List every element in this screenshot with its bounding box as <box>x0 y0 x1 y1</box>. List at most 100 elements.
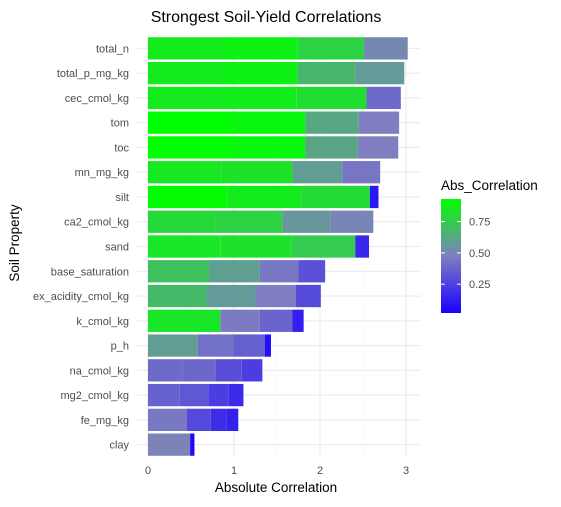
bar-segment <box>305 136 358 159</box>
bar-segment <box>210 408 227 431</box>
bar-segment <box>282 210 331 233</box>
y-tick-label: clay <box>109 440 129 452</box>
bar-segment <box>227 185 302 209</box>
chart-title: Strongest Soil-Yield Correlations <box>151 9 382 26</box>
bar-segment <box>148 235 221 258</box>
bar-segment <box>292 161 343 184</box>
bar-segment <box>221 86 297 110</box>
legend-ticks: 0.25 0.50 0.75 <box>441 217 490 291</box>
y-tick-label: fe_mg_kg <box>81 415 129 427</box>
bar-segment <box>264 334 271 357</box>
bar-segment <box>292 309 304 332</box>
bar-segment <box>227 111 306 134</box>
legend-tick-label: 0.75 <box>469 217 490 229</box>
bar-segment <box>355 235 370 258</box>
bars <box>148 37 408 456</box>
bar-segment <box>296 86 367 110</box>
bar-segment <box>305 111 359 134</box>
bar-segment <box>148 309 221 332</box>
y-tick-label: p_h <box>111 341 129 353</box>
y-tick-label: tom <box>111 118 129 130</box>
legend-title: Abs_Correlation <box>441 178 538 193</box>
bar-segment <box>179 383 209 407</box>
bar-segment <box>220 309 260 332</box>
y-tick-label: ca2_cmol_kg <box>64 217 129 229</box>
legend-colorbar <box>441 199 461 313</box>
bar-segment <box>227 136 306 159</box>
bar-segment <box>186 408 211 431</box>
y-tick-label: total_p_mg_kg <box>57 68 129 80</box>
bar-segment <box>148 185 228 209</box>
bar-segment <box>301 185 370 209</box>
y-axis-title: Soil Property <box>7 204 22 282</box>
bar-segment <box>295 284 321 308</box>
bar-segment <box>148 161 222 184</box>
bar-segment <box>148 37 222 60</box>
y-tick-label: total_n <box>96 43 129 55</box>
bar-segment <box>148 284 207 308</box>
bar-segment <box>342 161 381 184</box>
bar-segment <box>182 359 216 382</box>
y-tick-label: toc <box>114 142 129 154</box>
legend-tick-label: 0.25 <box>469 279 490 291</box>
x-tick-label: 3 <box>403 465 409 477</box>
bar-segment <box>297 62 356 85</box>
legend-tick-label: 0.50 <box>469 248 490 260</box>
bar-segment <box>148 433 191 456</box>
bar-segment <box>148 86 222 110</box>
bar-segment <box>366 86 401 110</box>
y-tick-label: sand <box>105 242 129 254</box>
bar-segment <box>241 359 263 382</box>
y-tick-label: silt <box>116 192 129 204</box>
x-tick-label: 1 <box>231 465 237 477</box>
bar-segment <box>148 408 187 431</box>
y-tick-label: ex_acidity_cmol_kg <box>33 291 129 303</box>
bar-segment <box>259 309 293 332</box>
bar-segment <box>209 260 260 283</box>
y-tick-label: na_cmol_kg <box>70 365 129 377</box>
bar-segment <box>197 334 234 357</box>
bar-segment <box>297 37 364 60</box>
bar-segment <box>234 334 265 357</box>
bar-segment <box>148 62 222 85</box>
bar-segment <box>215 359 242 382</box>
bar-segment <box>369 185 379 209</box>
bar-segment <box>298 260 326 283</box>
bar-segment <box>330 210 374 233</box>
bar-segment <box>255 284 296 308</box>
bar-segment <box>148 359 183 382</box>
bar-segment <box>221 37 298 60</box>
bar-segment <box>259 260 299 283</box>
bar-segment <box>148 334 198 357</box>
bar-segment <box>215 210 283 233</box>
bar-segment <box>148 111 228 134</box>
bar-segment <box>208 383 229 407</box>
bar-segment <box>228 383 244 407</box>
bar-segment <box>291 235 356 258</box>
bar-segment <box>221 161 293 184</box>
bar-segment <box>221 62 298 85</box>
bar-segment <box>355 62 405 85</box>
bar-segment <box>363 37 408 60</box>
bar-segment <box>148 383 180 407</box>
y-tick-label: base_saturation <box>51 266 129 278</box>
y-tick-label: cec_cmol_kg <box>65 93 129 105</box>
x-axis-title: Absolute Correlation <box>215 480 337 495</box>
bar-segment <box>226 408 239 431</box>
x-tick-label: 0 <box>145 465 151 477</box>
bar-segment <box>190 433 195 456</box>
bar-segment <box>206 284 256 308</box>
bar-segment <box>148 136 228 159</box>
bar-segment <box>220 235 292 258</box>
bar-segment <box>148 260 210 283</box>
bar-segment <box>148 210 216 233</box>
y-tick-label: mg2_cmol_kg <box>61 390 129 402</box>
bar-segment <box>357 136 399 159</box>
x-tick-label: 2 <box>317 465 323 477</box>
y-tick-label: mn_mg_kg <box>75 167 129 179</box>
y-tick-label: k_cmol_kg <box>76 316 129 328</box>
legend: Abs_Correlation 0.25 0.50 0.75 <box>441 178 538 313</box>
